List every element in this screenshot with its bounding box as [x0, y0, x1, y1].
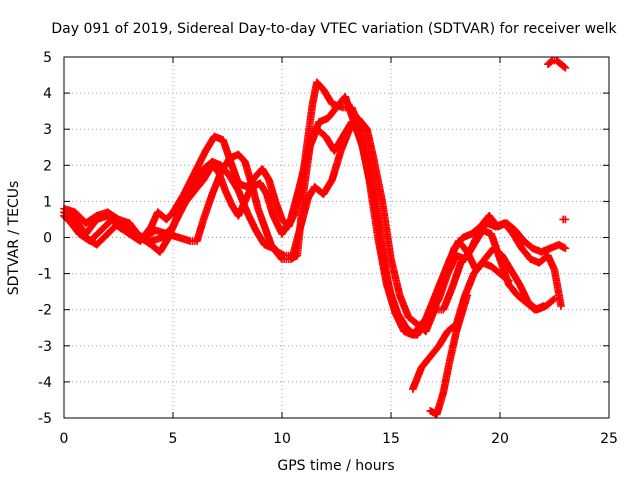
series-track-1	[60, 78, 570, 339]
y-axis-label: SDTVAR / TECUs	[6, 181, 22, 296]
chart-title: Day 091 of 2019, Sidereal Day-to-day VTE…	[51, 21, 617, 37]
y-tick-label: 4	[43, 86, 52, 102]
data-point	[503, 276, 512, 284]
data-point	[561, 64, 570, 72]
x-tick-label: 10	[273, 431, 291, 447]
y-tick-label: -1	[38, 267, 52, 283]
data-point	[561, 244, 570, 253]
data-point	[549, 295, 558, 304]
y-tick-label: 3	[43, 122, 52, 138]
x-tick-labels: 0 5 10 15 20 25	[60, 431, 618, 447]
data-point	[560, 63, 569, 71]
series-track-4	[64, 114, 565, 336]
y-tick-label: 0	[43, 231, 52, 247]
y-tick-label: 2	[43, 158, 52, 174]
series-track-3	[60, 92, 559, 339]
y-tick-labels: -5 -4 -3 -2 -1 0 1 2 3 4 5	[38, 50, 52, 427]
data-point	[463, 291, 472, 300]
y-tick-label: -2	[38, 303, 52, 319]
axis-ticks	[63, 56, 610, 419]
x-tick-label: 15	[382, 431, 400, 447]
x-axis-label: GPS time / hours	[277, 458, 394, 474]
y-tick-label: 1	[43, 194, 52, 210]
y-tick-label: -4	[38, 375, 52, 391]
data-point	[547, 57, 556, 66]
series-track-8	[559, 215, 570, 224]
x-tick-label: 20	[491, 431, 509, 447]
y-tick-label: 5	[43, 50, 52, 66]
data-point	[557, 302, 565, 310]
x-tick-label: 5	[169, 431, 178, 447]
data-point	[561, 215, 570, 224]
data-points	[60, 56, 570, 419]
x-tick-label: 0	[60, 431, 69, 447]
data-point	[504, 277, 513, 285]
y-tick-label: -3	[38, 339, 52, 355]
y-tick-label: -5	[38, 411, 52, 427]
series-track-7	[544, 56, 570, 72]
x-tick-label: 25	[600, 431, 618, 447]
series-track-6	[426, 291, 472, 419]
